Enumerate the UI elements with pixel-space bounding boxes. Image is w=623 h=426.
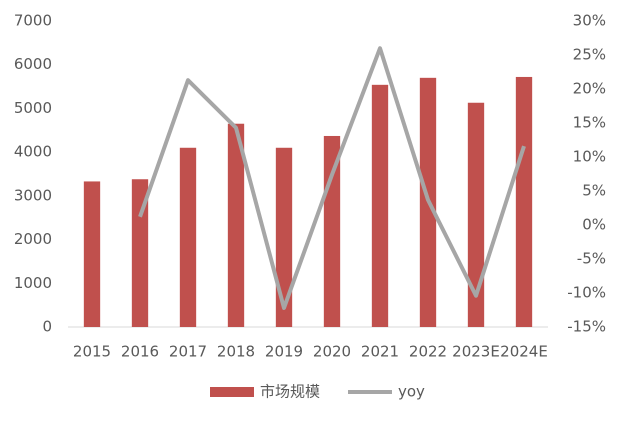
x-tick-label: 2019 — [265, 343, 303, 361]
y2-tick-label: 30% — [573, 12, 606, 30]
x-tick-label: 2015 — [73, 343, 111, 361]
bar — [275, 147, 293, 327]
legend-label: yoy — [398, 383, 425, 401]
x-tick-label: 2024E — [500, 343, 548, 361]
y2-tick-label: 15% — [573, 114, 606, 132]
y-tick-label: 6000 — [14, 55, 52, 73]
x-tick-label: 2020 — [313, 343, 351, 361]
y-tick-label: 4000 — [14, 143, 52, 161]
y-tick-label: 7000 — [14, 12, 52, 30]
y-tick-label: 1000 — [14, 274, 52, 292]
y-tick-label: 0 — [42, 318, 52, 336]
x-tick-label: 2021 — [361, 343, 399, 361]
legend-swatch — [210, 387, 254, 397]
y2-tick-label: -10% — [567, 284, 606, 302]
y-tick-label: 5000 — [14, 99, 52, 117]
bar — [227, 123, 245, 327]
x-tick-label: 2022 — [409, 343, 447, 361]
bar — [179, 147, 197, 327]
line — [138, 46, 526, 310]
bar — [515, 76, 533, 327]
y2-tick-label: 20% — [573, 80, 606, 98]
bar — [467, 102, 485, 327]
y2-tick-label: -5% — [577, 250, 606, 268]
x-tick-label: 2017 — [169, 343, 207, 361]
y2-tick-label: 0% — [582, 216, 606, 234]
y2-tick-label: 25% — [573, 46, 606, 64]
y2-tick-label: -15% — [567, 318, 606, 336]
x-tick-label: 2018 — [217, 343, 255, 361]
legend-label: 市场规模 — [260, 383, 320, 401]
y2-tick-label: 5% — [582, 182, 606, 200]
bar — [371, 84, 389, 327]
y2-tick-label: 10% — [573, 148, 606, 166]
x-tick-label: 2016 — [121, 343, 159, 361]
x-tick-label: 2023E — [452, 343, 500, 361]
bar — [131, 179, 149, 327]
y-tick-label: 2000 — [14, 230, 52, 248]
bar — [83, 181, 101, 327]
y-tick-label: 3000 — [14, 186, 52, 204]
